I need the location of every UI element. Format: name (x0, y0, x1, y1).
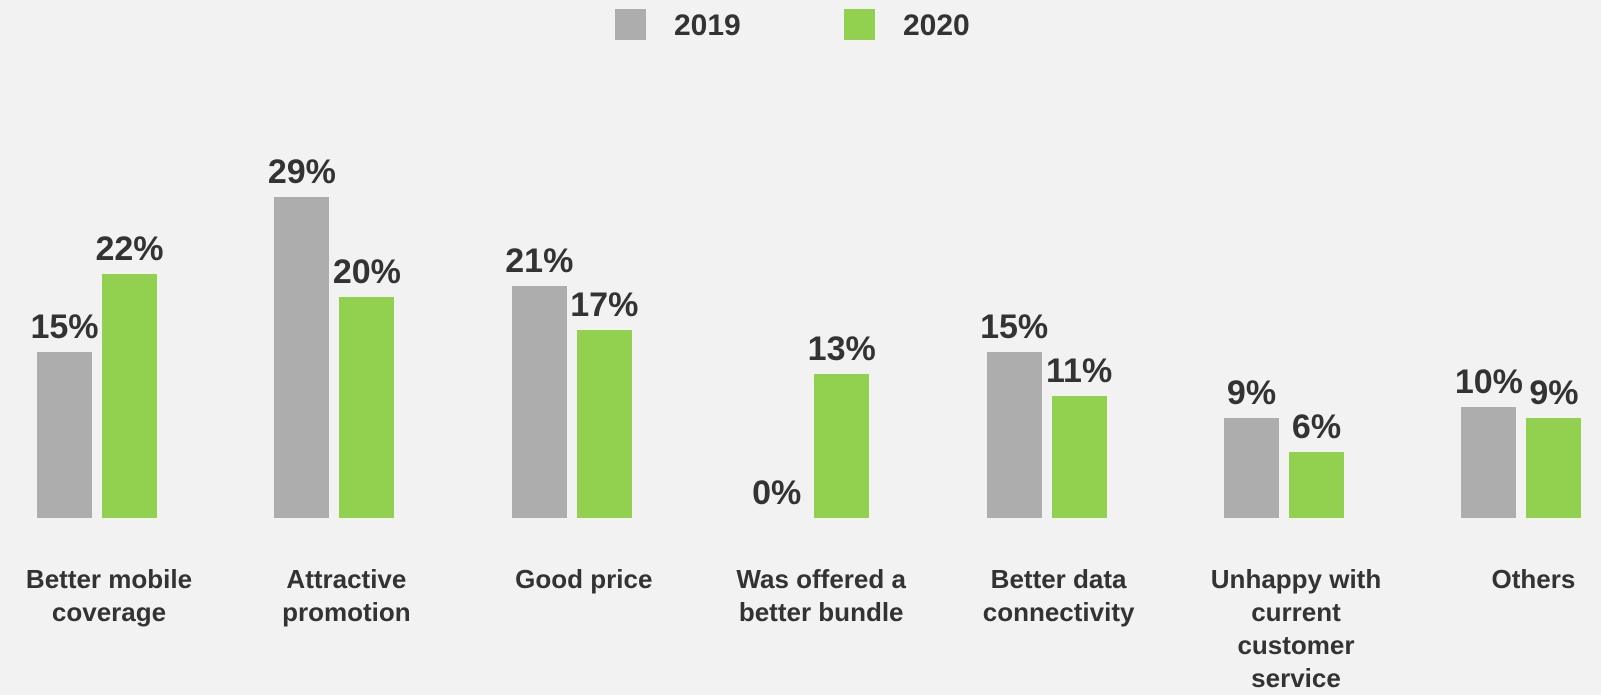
bar (1289, 451, 1344, 518)
value-label: 13% (807, 330, 876, 369)
value-label: 15% (30, 307, 99, 346)
category-label: Good price (515, 564, 653, 594)
value-label: 22% (95, 230, 164, 269)
category-label: Was offered a better bundle (736, 564, 906, 627)
bar (1461, 407, 1517, 518)
bar (102, 274, 157, 518)
legend-label: 2020 (903, 9, 970, 42)
category-label: Others (1491, 564, 1576, 594)
bar (986, 351, 1042, 518)
value-label: 0% (752, 474, 802, 512)
value-label: 29% (267, 153, 336, 191)
value-label: 20% (332, 252, 401, 291)
bar (814, 374, 870, 518)
bar (1051, 396, 1107, 518)
value-label: 6% (1291, 407, 1342, 446)
legend-swatch (844, 9, 875, 40)
bar (339, 296, 395, 518)
bar (1526, 418, 1582, 518)
category-label: Better mobile coverage (25, 564, 193, 627)
value-label: 21% (505, 241, 574, 280)
category-label: Better data connectivity (982, 564, 1135, 627)
bar (37, 351, 92, 518)
bar (576, 329, 632, 518)
legend-swatch (615, 9, 646, 40)
legend-label: 2019 (674, 9, 741, 42)
bar (1224, 418, 1279, 518)
value-label: 9% (1226, 374, 1277, 413)
category-label: Attractive promotion (282, 564, 411, 627)
value-label: 11% (1046, 352, 1113, 391)
category-label: Unhappy with current customer service (1210, 564, 1382, 693)
value-label: 9% (1529, 374, 1579, 413)
bar (511, 285, 567, 518)
value-label: 15% (980, 307, 1049, 346)
value-label: 10% (1454, 363, 1523, 402)
bar (274, 197, 330, 518)
value-label: 17% (570, 285, 639, 324)
